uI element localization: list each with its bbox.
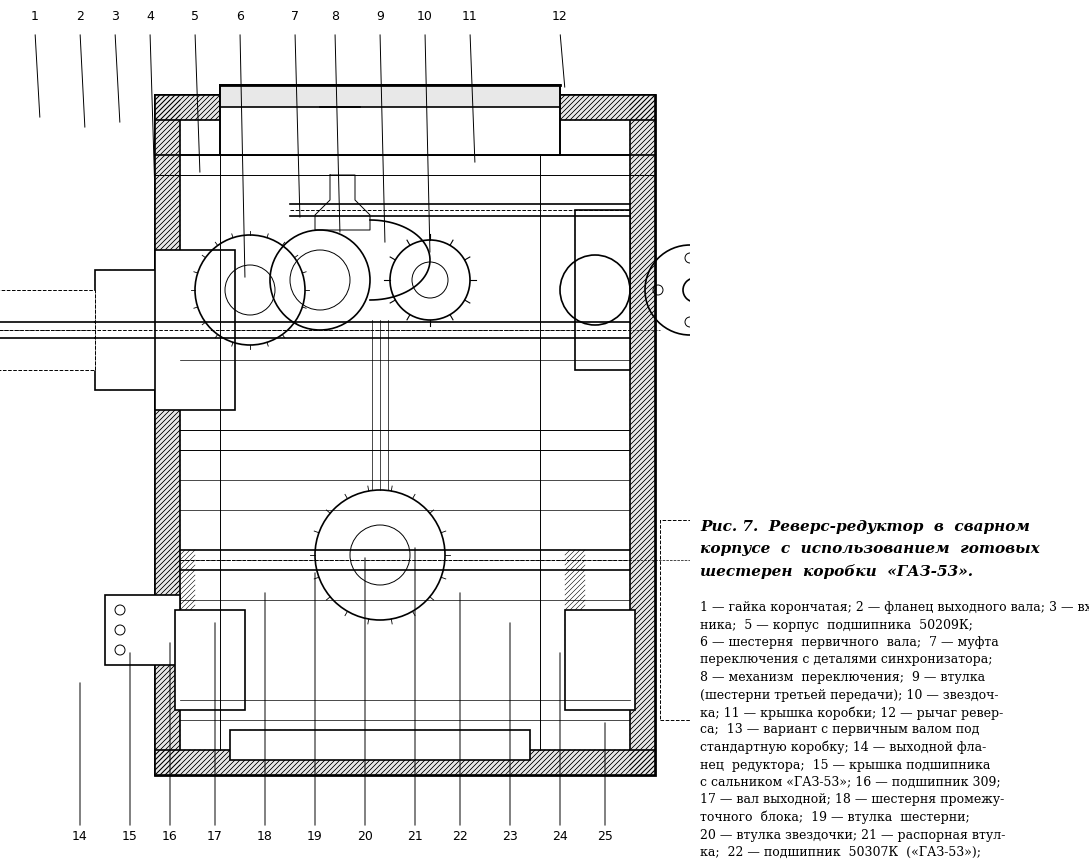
Text: 17: 17 (207, 830, 223, 843)
Bar (660, 520, 720, 720)
Bar (631, 95, 654, 775)
Text: нец  редуктора;  15 — крышка подшипника: нец редуктора; 15 — крышка подшипника (700, 759, 990, 772)
Bar (220, 85, 560, 107)
Text: 4: 4 (146, 10, 154, 23)
Bar (690, 0, 1089, 863)
Text: ка;  22 — подшипник  50307К  («ГАЗ-53»);: ка; 22 — подшипник 50307К («ГАЗ-53»); (700, 846, 981, 859)
Bar (175, 610, 245, 710)
Text: стандартную коробку; 14 — выходной фла-: стандартную коробку; 14 — выходной фла- (700, 741, 987, 754)
Text: с сальником «ГАЗ-53»; 16 — подшипник 309;: с сальником «ГАЗ-53»; 16 — подшипник 309… (700, 776, 1001, 789)
Text: 14: 14 (72, 830, 88, 843)
Text: 6: 6 (236, 10, 244, 23)
Text: 22: 22 (452, 830, 468, 843)
Bar (565, 610, 635, 710)
Bar (0, 290, 95, 370)
Text: 1 — гайка корончатая; 2 — фланец выходного вала; 3 — входной вал; 4 — крышка под: 1 — гайка корончатая; 2 — фланец выходно… (700, 601, 1089, 614)
Text: 5: 5 (191, 10, 199, 23)
Bar (155, 95, 180, 775)
Text: 15: 15 (122, 830, 138, 843)
Text: 16: 16 (162, 830, 178, 843)
Text: корпусе  с  использованием  готовых: корпусе с использованием готовых (700, 542, 1040, 556)
Text: 10: 10 (417, 10, 433, 23)
Bar (155, 250, 235, 410)
Text: 1: 1 (32, 10, 39, 23)
Text: 12: 12 (552, 10, 567, 23)
Text: 3: 3 (111, 10, 119, 23)
Text: (шестерни третьей передачи); 10 — звездоч-: (шестерни третьей передачи); 10 — звездо… (700, 689, 999, 702)
Text: 17 — вал выходной; 18 — шестерня промежу-: 17 — вал выходной; 18 — шестерня промежу… (700, 793, 1004, 807)
Text: 8 — механизм  переключения;  9 — втулка: 8 — механизм переключения; 9 — втулка (700, 671, 986, 684)
Bar (575, 210, 631, 370)
Bar (760, 60, 790, 120)
Text: 6 — шестерня  первичного  вала;  7 — муфта: 6 — шестерня первичного вала; 7 — муфта (700, 636, 999, 649)
Text: переключения с деталями синхронизатора;: переключения с деталями синхронизатора; (700, 653, 992, 666)
Text: 20: 20 (357, 830, 372, 843)
Text: ника;  5 — корпус  подшипника  50209К;: ника; 5 — корпус подшипника 50209К; (700, 619, 972, 632)
Text: 20 — втулка звездочки; 21 — распорная втул-: 20 — втулка звездочки; 21 — распорная вт… (700, 828, 1005, 841)
Bar (105, 595, 180, 665)
Text: ка; 11 — крышка коробки; 12 — рычаг ревер-: ка; 11 — крышка коробки; 12 — рычаг реве… (700, 706, 1003, 720)
Text: са;  13 — вариант с первичным валом под: са; 13 — вариант с первичным валом под (700, 723, 979, 736)
Text: 19: 19 (307, 830, 322, 843)
Bar (230, 730, 530, 760)
Text: 23: 23 (502, 830, 518, 843)
Bar (155, 95, 654, 155)
Text: 2: 2 (76, 10, 84, 23)
Bar (95, 270, 180, 390)
Text: 9: 9 (376, 10, 384, 23)
Text: 8: 8 (331, 10, 339, 23)
Text: шестерен  коробки  «ГАЗ-53».: шестерен коробки «ГАЗ-53». (700, 564, 972, 579)
Text: 11: 11 (462, 10, 478, 23)
Text: 7: 7 (291, 10, 299, 23)
Bar (0, 0, 680, 863)
Text: 24: 24 (552, 830, 567, 843)
Text: 21: 21 (407, 830, 423, 843)
Text: точного  блока;  19 — втулка  шестерни;: точного блока; 19 — втулка шестерни; (700, 811, 969, 824)
Text: Рис. 7.  Реверс-редуктор  в  сварном: Рис. 7. Реверс-редуктор в сварном (700, 520, 1030, 534)
Bar (155, 750, 654, 775)
Bar (155, 95, 654, 120)
Text: 25: 25 (597, 830, 613, 843)
Text: 18: 18 (257, 830, 273, 843)
Bar (155, 95, 654, 775)
Bar (220, 85, 560, 155)
